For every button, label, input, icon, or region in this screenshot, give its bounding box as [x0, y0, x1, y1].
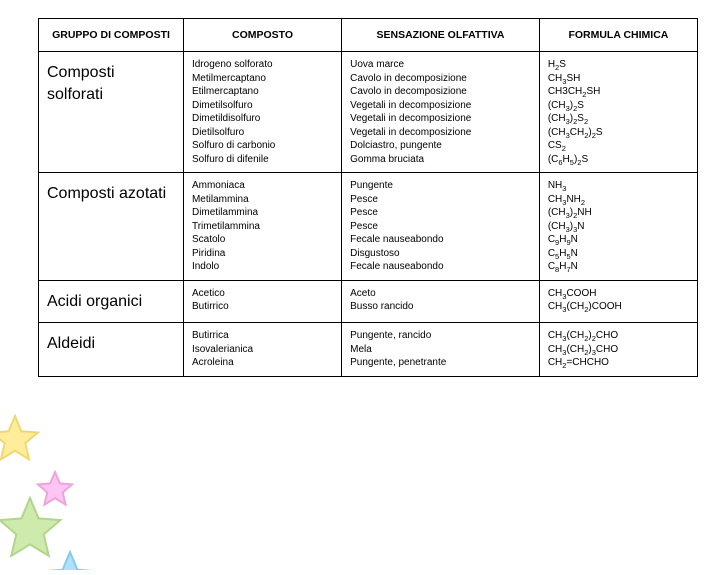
formula-cell: NH3CH3NH2(CH3)2NH(CH3)3NC9H9NC5H5NC8H7N — [539, 173, 697, 281]
header-formula: FORMULA CHIMICA — [539, 19, 697, 52]
cell-line: (C6H5)2S — [548, 153, 689, 167]
table-row: Acidi organiciAceticoButirricoAcetoBusso… — [39, 280, 698, 323]
cell-line: Vegetali in decomposizione — [350, 126, 531, 140]
cell-line: CH2=CHCHO — [548, 356, 689, 370]
table-row: Composti solforatiIdrogeno solforatoMeti… — [39, 52, 698, 173]
cell-line: Piridina — [192, 247, 333, 261]
compound-cell: AceticoButirrico — [183, 280, 341, 323]
formula-cell: H2SCH3SHCH3CH2SH(CH3)2S(CH3)2S2(CH3CH2)2… — [539, 52, 697, 173]
cell-line: Solfuro di difenile — [192, 153, 333, 167]
cell-line: CH3(CH2)COOH — [548, 300, 689, 314]
header-compound: COMPOSTO — [183, 19, 341, 52]
cell-line: Pungente, penetrante — [350, 356, 531, 370]
cell-line: C8H7N — [548, 260, 689, 274]
cell-line: CH3COOH — [548, 287, 689, 301]
header-row: GRUPPO DI COMPOSTI COMPOSTO SENSAZIONE O… — [39, 19, 698, 52]
cell-line: Mela — [350, 343, 531, 357]
cell-line: Etilmercaptano — [192, 85, 333, 99]
table-header: GRUPPO DI COMPOSTI COMPOSTO SENSAZIONE O… — [39, 19, 698, 52]
group-name-cell: Composti solforati — [39, 52, 184, 173]
compound-cell: AmmoniacaMetilamminaDimetilamminaTrimeti… — [183, 173, 341, 281]
cell-line: Gomma bruciata — [350, 153, 531, 167]
cell-line: C9H9N — [548, 233, 689, 247]
cell-line: (CH3)2S2 — [548, 112, 689, 126]
cell-line: Busso rancido — [350, 300, 531, 314]
group-name-cell: Aldeidi — [39, 323, 184, 377]
table-container: GRUPPO DI COMPOSTI COMPOSTO SENSAZIONE O… — [0, 0, 720, 387]
star-icon — [0, 416, 38, 459]
cell-line: Uova marce — [350, 58, 531, 72]
sensation-cell: Pungente, rancidoMelaPungente, penetrant… — [342, 323, 540, 377]
cell-line: Disgustoso — [350, 247, 531, 261]
cell-line: Dolciastro, pungente — [350, 139, 531, 153]
cell-line: Butirrica — [192, 329, 333, 343]
cell-line: Dimetilammina — [192, 206, 333, 220]
cell-line: Cavolo in decomposizione — [350, 85, 531, 99]
cell-line: Isovalerianica — [192, 343, 333, 357]
cell-line: Metilammina — [192, 193, 333, 207]
cell-line: Dietilsolfuro — [192, 126, 333, 140]
cell-line: CH3(CH2)3CHO — [548, 343, 689, 357]
group-name-cell: Composti azotati — [39, 173, 184, 281]
star-icon — [43, 552, 96, 570]
cell-line: (CH3CH2)2S — [548, 126, 689, 140]
cell-line: Dimetilsolfuro — [192, 99, 333, 113]
cell-line: NH3 — [548, 179, 689, 193]
cell-line: Dimetildisolfuro — [192, 112, 333, 126]
cell-line: Metilmercaptano — [192, 72, 333, 86]
header-sensation: SENSAZIONE OLFATTIVA — [342, 19, 540, 52]
cell-line: Idrogeno solforato — [192, 58, 333, 72]
cell-line: (CH3)2NH — [548, 206, 689, 220]
cell-line: Vegetali in decomposizione — [350, 99, 531, 113]
header-group: GRUPPO DI COMPOSTI — [39, 19, 184, 52]
cell-line: Scatolo — [192, 233, 333, 247]
cell-line: Solfuro di carbonio — [192, 139, 333, 153]
cell-line: Vegetali in decomposizione — [350, 112, 531, 126]
cell-line: Pungente, rancido — [350, 329, 531, 343]
cell-line: CH3NH2 — [548, 193, 689, 207]
cell-line: Acetico — [192, 287, 333, 301]
cell-line: CH3(CH2)2CHO — [548, 329, 689, 343]
table-row: Composti azotatiAmmoniacaMetilamminaDime… — [39, 173, 698, 281]
cell-line: Fecale nauseabondo — [350, 260, 531, 274]
cell-line: CH3SH — [548, 72, 689, 86]
sensation-cell: PungentePescePescePesceFecale nauseabond… — [342, 173, 540, 281]
group-name-cell: Acidi organici — [39, 280, 184, 323]
compound-cell: ButirricaIsovalerianicaAcroleina — [183, 323, 341, 377]
compounds-table: GRUPPO DI COMPOSTI COMPOSTO SENSAZIONE O… — [38, 18, 698, 377]
table-body: Composti solforatiIdrogeno solforatoMeti… — [39, 52, 698, 377]
compound-cell: Idrogeno solforatoMetilmercaptanoEtilmer… — [183, 52, 341, 173]
cell-line: Aceto — [350, 287, 531, 301]
cell-line: C5H5N — [548, 247, 689, 261]
formula-cell: CH3(CH2)2CHOCH3(CH2)3CHOCH2=CHCHO — [539, 323, 697, 377]
sensation-cell: Uova marceCavolo in decomposizioneCavolo… — [342, 52, 540, 173]
cell-line: CS2 — [548, 139, 689, 153]
cell-line: Fecale nauseabondo — [350, 233, 531, 247]
cell-line: Ammoniaca — [192, 179, 333, 193]
cell-line: Pesce — [350, 220, 531, 234]
cell-line: Acroleina — [192, 356, 333, 370]
sensation-cell: AcetoBusso rancido — [342, 280, 540, 323]
cell-line: H2S — [548, 58, 689, 72]
cell-line: (CH3)2S — [548, 99, 689, 113]
formula-cell: CH3COOHCH3(CH2)COOH — [539, 280, 697, 323]
cell-line: Pesce — [350, 193, 531, 207]
cell-line: CH3CH2SH — [548, 85, 689, 99]
cell-line: (CH3)3N — [548, 220, 689, 234]
cell-line: Indolo — [192, 260, 333, 274]
cell-line: Pesce — [350, 206, 531, 220]
table-row: AldeidiButirricaIsovalerianicaAcroleinaP… — [39, 323, 698, 377]
star-icon — [0, 498, 60, 556]
cell-line: Butirrico — [192, 300, 333, 314]
cell-line: Pungente — [350, 179, 531, 193]
cell-line: Trimetilammina — [192, 220, 333, 234]
cell-line: Cavolo in decomposizione — [350, 72, 531, 86]
star-icon — [38, 472, 72, 505]
